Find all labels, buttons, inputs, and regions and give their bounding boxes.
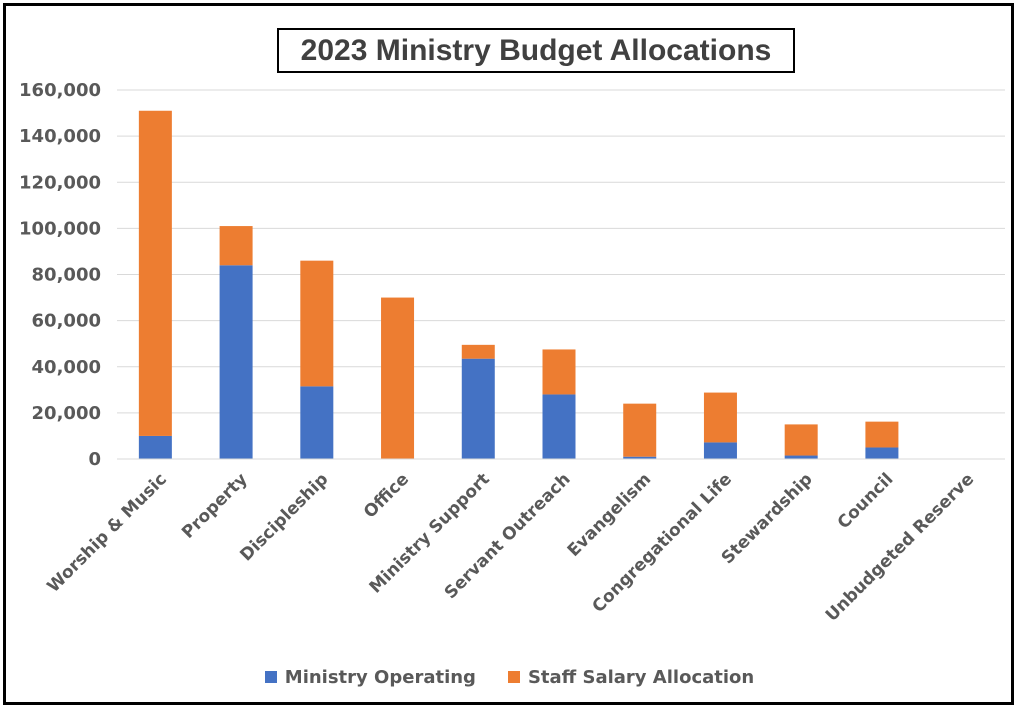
legend-swatch-ministry-operating (264, 671, 277, 683)
bar-staff-salary (300, 260, 334, 387)
bar-staff-salary (138, 110, 172, 436)
bar-staff-salary (219, 226, 253, 266)
bar-staff-salary (381, 297, 415, 459)
bar-staff-salary (623, 403, 657, 457)
x-category-label: Office (360, 469, 413, 522)
y-tick-label: 160,000 (19, 80, 101, 101)
x-category-label: Council (834, 469, 898, 533)
bar-staff-salary (703, 392, 737, 443)
bar-ministry-operating (703, 442, 737, 459)
y-tick-label: 60,000 (32, 311, 101, 332)
y-tick-label: 140,000 (19, 126, 101, 147)
bar-staff-salary (461, 344, 495, 359)
y-tick-label: 80,000 (32, 265, 101, 286)
y-tick-label: 0 (88, 449, 101, 470)
y-tick-label: 20,000 (32, 403, 101, 424)
chart-title: 2023 Ministry Budget Allocations (277, 28, 795, 73)
bar-ministry-operating (784, 455, 818, 459)
bar-ministry-operating (219, 265, 253, 459)
bar-ministry-operating (865, 447, 899, 459)
x-category-label: Congregational Life (589, 469, 736, 616)
chart-legend: Ministry Operating Staff Salary Allocati… (0, 662, 1019, 692)
y-tick-label: 40,000 (32, 357, 101, 378)
bar-ministry-operating (542, 394, 576, 459)
bar-staff-salary (865, 421, 899, 448)
legend-swatch-staff-salary (507, 671, 520, 683)
legend-label-ministry-operating: Ministry Operating (284, 666, 476, 688)
bar-ministry-operating (300, 386, 334, 459)
y-tick-label: 100,000 (19, 218, 101, 239)
bar-ministry-operating (461, 358, 495, 459)
chart-plot: 0 20,000 40,000 60,000 80,000 100,000 120,000 1… (19, 80, 1005, 626)
bar-staff-salary (784, 424, 818, 456)
bar-staff-salary (542, 349, 576, 395)
x-category-label: Worship & Music (44, 469, 171, 596)
legend-label-staff-salary: Staff Salary Allocation (527, 666, 755, 688)
bar-ministry-operating (138, 435, 172, 459)
x-category-label: Evangelism (564, 469, 656, 561)
legend-item-ministry-operating: Ministry Operating (264, 666, 476, 688)
y-tick-label: 120,000 (19, 172, 101, 193)
x-category-label: Property (178, 469, 251, 542)
legend-item-staff-salary: Staff Salary Allocation (507, 666, 755, 688)
bar-ministry-operating (623, 456, 657, 459)
x-category-label: Unbudgeted Reserve (822, 469, 978, 625)
